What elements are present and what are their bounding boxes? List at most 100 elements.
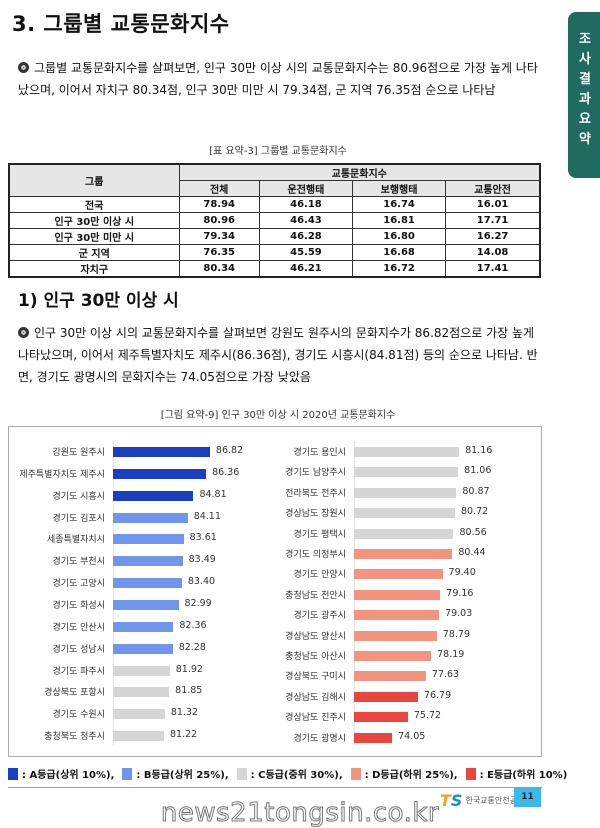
bar [354,712,408,723]
table-row: 인구 30만 미만 시 79.34 46.28 16.80 16.27 [8,228,541,245]
data-label: 81.92 [175,663,203,675]
group-cell: 인구 30만 미만 시 [8,228,180,245]
side-tab-char: 약 [579,132,591,147]
bar-label: 경상남도 진주시 [285,713,346,724]
data-label: 75.72 [413,710,442,722]
bar [354,732,393,743]
bar-label: 경기도 평택시 [293,529,346,540]
bar [113,731,164,742]
data-label: 80.56 [459,526,487,538]
page-title: 3. 그룹별 교통문화지수 [12,12,230,36]
data-label: 80.72 [460,506,489,518]
data-label: 78.79 [442,628,470,640]
data-label: 81.16 [465,445,493,456]
table-caption: [표 요약-3] 그룹별 교통문화지수 [209,146,347,157]
bar [113,447,210,457]
value-cell: 16.74 [351,196,447,213]
table-row: 전국 78.94 46.18 16.74 16.01 [8,196,541,213]
bar-label: 경상북도 포항시 [44,688,105,699]
value-cell: 46.43 [258,212,354,229]
bar-label: 경기도 안산시 [52,622,105,633]
data-label: 84.11 [193,510,221,522]
bar [113,468,207,479]
data-label: 84.81 [199,488,227,500]
value-cell: 16.80 [351,228,447,245]
group-header: 그룹 [8,163,180,197]
bar-label: 경기도 안양시 [293,570,346,581]
data-label: 74.05 [398,730,426,742]
group-cell: 인구 30만 이상 시 [8,212,180,229]
bar [113,512,188,523]
bar-label: 경기도 파주시 [52,666,105,677]
value-cell: 45.59 [258,244,354,261]
chart-legend: : A등급(상위 10%),: B등급(상위 25%),: C등급(중위 30%… [8,766,571,781]
value-cell: 46.18 [258,196,354,213]
data-label: 82.99 [184,597,212,609]
group-cell: 군 지역 [8,244,180,261]
bar-label: 제주특별자치도 제주시 [19,469,105,480]
bar-label: 경상북도 구미시 [285,672,346,683]
bar [354,651,432,661]
bar-label: 경기도 고양시 [52,579,105,590]
side-tab-char: 과 [579,92,591,107]
data-label: 80.87 [462,485,490,497]
value-cell: 16.68 [351,244,447,261]
bar-label: 강원도 원주시 [52,448,105,458]
column-header: 교통안전 [445,180,541,197]
data-label: 83.49 [188,554,216,566]
bar-label: 경기도 김포시 [52,513,105,524]
value-cell: 16.01 [445,196,541,213]
data-label: 81.22 [170,729,198,741]
value-cell: 76.35 [178,244,260,261]
watermark: news21tongsin.co.kr [160,798,440,828]
value-cell: 14.08 [445,244,541,261]
data-label: 86.82 [215,445,244,456]
bar [354,528,454,539]
bar-label: 세종특별자치시 [47,535,105,546]
bar [354,508,455,519]
bar-label: 경기도 남양주시 [285,468,346,479]
bullet-icon [18,327,29,338]
data-label: 82.28 [178,641,206,653]
bar [354,671,426,682]
bar-label: 충청남도 아산시 [285,652,346,662]
org-name: 한국교통안전공단 [465,796,525,805]
bar [354,589,441,600]
data-label: 76.79 [423,689,452,701]
summary-text: 그룹별 교통문화지수를 살펴보면, 인구 30만 이상 시의 교통문화지수는 8… [18,61,538,97]
bar [113,621,174,632]
bar-label: 경기도 용인시 [293,448,346,458]
data-label: 83.61 [189,532,217,544]
value-cell: 79.34 [178,228,260,245]
bar [354,630,437,641]
group-index-table: 그룹 교통문화지수 전체 운전행태 보행행태 교통안전 전국 78.94 46.18 16.7… [8,163,541,278]
bar-label: 경기도 의정부시 [285,550,346,560]
side-tab-char: 결 [579,72,591,87]
section-heading: 1) 인구 30만 이상 시 [18,291,179,311]
column-header: 운전행태 [258,180,354,197]
bar [113,556,183,567]
column-header: 보행행태 [351,180,447,197]
bar-label: 경기도 시흥시 [52,491,105,502]
side-tab-char: 조 [579,32,591,47]
bar [354,549,453,559]
summary-paragraph: 그룹별 교통문화지수를 살펴보면, 인구 30만 이상 시의 교통문화지수는 8… [18,57,548,101]
value-cell: 46.28 [258,228,354,245]
table-row: 자치구 80.34 46.21 16.72 17.41 [8,260,541,278]
bar [113,599,179,610]
value-cell: 80.96 [178,212,260,229]
data-label: 86.36 [212,466,240,478]
bar-label: 경기도 수원시 [52,710,105,721]
bar-label: 경기도 화성시 [52,600,105,611]
figure-caption: [그림 요약-9] 인구 30만 이상 시 2020년 교통문화지수 [160,410,396,421]
bar [113,665,170,676]
bar-label: 경상남도 김해시 [285,692,346,703]
value-cell: 78.94 [178,196,260,213]
data-label: 78.19 [437,649,465,660]
legend-swatch [122,767,133,780]
bar [113,643,173,654]
value-cell: 16.27 [445,228,541,245]
bar-label: 경기도 성남시 [52,644,105,655]
legend-label: : D등급(하위 25%), [364,770,458,781]
